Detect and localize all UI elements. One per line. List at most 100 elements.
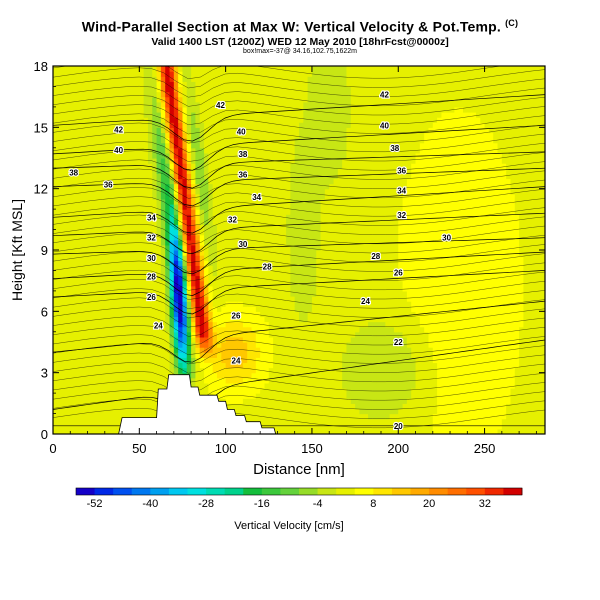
field-cell xyxy=(130,306,136,312)
field-cell xyxy=(333,352,339,358)
field-cell xyxy=(329,214,335,220)
field-cell xyxy=(329,347,335,353)
field-cell xyxy=(83,224,89,231)
field-cell xyxy=(91,183,97,190)
field-cell xyxy=(255,250,261,256)
field-cell xyxy=(122,137,127,144)
field-cell xyxy=(113,413,119,420)
field-cell xyxy=(247,398,253,404)
field-cell xyxy=(143,408,149,415)
field-cell xyxy=(277,331,283,338)
field-cell xyxy=(83,265,89,272)
field-cell xyxy=(229,352,235,358)
field-cell xyxy=(135,183,140,190)
field-cell xyxy=(156,137,162,144)
field-cell xyxy=(74,275,80,282)
field-cell xyxy=(229,244,235,251)
field-cell xyxy=(342,255,348,261)
field-cell xyxy=(217,260,222,266)
field-cell xyxy=(329,336,335,343)
field-cell xyxy=(199,382,205,389)
field-cell xyxy=(109,132,115,139)
field-cell xyxy=(346,367,352,374)
field-cell xyxy=(91,91,97,98)
field-cell xyxy=(70,173,76,180)
field-cell xyxy=(229,193,235,200)
field-cell xyxy=(281,301,287,307)
field-cell xyxy=(191,106,197,113)
field-cell xyxy=(234,142,240,149)
field-cell xyxy=(299,352,304,358)
field-cell xyxy=(199,265,205,272)
field-cell xyxy=(78,183,84,190)
field-cell xyxy=(147,106,153,113)
field-cell xyxy=(139,244,145,251)
field-cell xyxy=(342,265,348,272)
field-cell xyxy=(57,311,63,318)
field-cell xyxy=(260,250,266,256)
field-cell xyxy=(117,152,123,159)
field-cell xyxy=(122,76,127,82)
field-cell xyxy=(229,255,235,261)
field-cell xyxy=(186,173,192,180)
field-cell xyxy=(299,183,304,190)
field-cell xyxy=(169,142,175,149)
field-cell xyxy=(199,290,205,297)
field-cell xyxy=(277,428,283,434)
field-cell xyxy=(113,198,119,205)
field-cell xyxy=(273,265,279,272)
field-cell xyxy=(195,239,201,246)
field-cell xyxy=(143,219,149,226)
field-cell xyxy=(53,117,58,123)
field-cell xyxy=(260,398,266,404)
field-cell xyxy=(264,239,270,246)
field-cell xyxy=(65,106,71,113)
field-cell xyxy=(65,382,71,389)
field-cell xyxy=(53,321,58,328)
field-cell xyxy=(247,285,253,292)
field-cell xyxy=(152,331,158,338)
field-cell xyxy=(299,101,304,108)
field-cell xyxy=(324,117,330,123)
field-cell xyxy=(281,311,287,318)
field-cell xyxy=(147,377,153,384)
field-cell xyxy=(212,362,218,369)
field-cell xyxy=(74,285,80,292)
field-cell xyxy=(113,301,119,307)
field-cell xyxy=(160,321,166,328)
field-cell xyxy=(109,275,115,282)
field-cell xyxy=(329,163,335,169)
field-cell xyxy=(156,229,162,236)
field-cell xyxy=(109,321,115,328)
field-cell xyxy=(186,321,192,328)
field-cell xyxy=(333,321,339,328)
field-cell xyxy=(251,239,257,246)
field-cell xyxy=(260,296,266,302)
field-cell xyxy=(78,311,84,318)
field-cell xyxy=(333,393,339,399)
field-cell xyxy=(165,214,171,220)
field-cell xyxy=(247,311,253,318)
field-cell xyxy=(307,362,313,369)
field-cell xyxy=(87,296,93,302)
field-cell xyxy=(217,306,222,312)
field-cell xyxy=(264,66,270,72)
field-cell xyxy=(199,122,205,128)
field-cell xyxy=(290,96,296,103)
field-cell xyxy=(74,173,80,180)
field-cell xyxy=(217,250,222,256)
field-cell xyxy=(126,296,132,302)
field-cell xyxy=(238,158,244,164)
field-cell xyxy=(156,362,162,369)
field-cell xyxy=(61,377,67,384)
field-cell xyxy=(217,142,222,149)
field-cell xyxy=(83,132,89,139)
field-cell xyxy=(139,224,145,231)
field-cell xyxy=(139,66,145,72)
field-cell xyxy=(135,342,140,348)
field-cell xyxy=(311,306,317,312)
field-cell xyxy=(346,96,352,103)
field-cell xyxy=(156,239,162,246)
field-cell xyxy=(96,234,102,241)
field-cell xyxy=(260,280,266,287)
